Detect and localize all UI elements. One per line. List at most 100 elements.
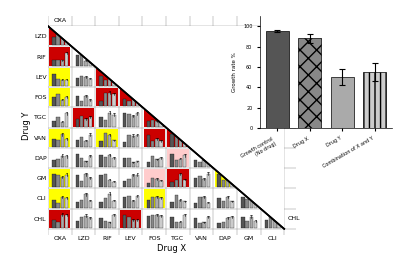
Bar [218,174,221,187]
Bar [80,217,84,228]
Y-axis label: Drug Y: Drug Y [22,111,31,140]
Bar [84,119,88,127]
Bar [88,201,92,208]
Bar [52,74,56,86]
Bar [80,158,84,167]
Bar [127,135,131,147]
Bar [123,158,126,167]
Bar [151,215,154,228]
FancyBboxPatch shape [49,88,70,106]
Bar [99,175,103,187]
Bar [108,180,111,187]
Bar [170,182,174,187]
Bar [61,80,64,86]
Bar [127,196,131,208]
Bar [202,197,206,208]
Bar [108,155,111,167]
FancyBboxPatch shape [120,210,141,228]
Bar [56,175,60,187]
Bar [226,197,229,208]
Bar [265,220,268,228]
Bar [198,223,202,228]
Bar [88,78,92,86]
Bar [108,194,111,208]
Bar [76,96,79,106]
Bar [179,222,182,228]
Bar [52,159,56,167]
Bar [183,215,186,228]
Bar [104,198,107,208]
Bar [52,121,56,127]
Bar [127,113,131,127]
Bar [104,221,107,228]
Bar [104,120,107,127]
Bar [218,198,221,208]
Bar [123,197,126,208]
Bar [198,197,202,208]
Bar [151,178,154,187]
FancyBboxPatch shape [167,169,188,187]
Bar [123,113,126,127]
FancyBboxPatch shape [144,108,165,127]
Bar [136,220,139,228]
FancyBboxPatch shape [214,169,236,187]
Bar [65,198,68,208]
FancyBboxPatch shape [73,108,94,127]
Bar [99,142,103,147]
Bar [65,215,68,228]
Bar [245,221,249,228]
Bar [84,216,88,228]
Bar [65,35,68,45]
Bar [155,159,158,167]
Bar [170,217,174,228]
Bar [241,217,244,228]
Bar [84,61,88,66]
Bar [108,113,111,127]
Bar [183,155,186,167]
Bar [76,140,79,147]
Bar [194,178,197,187]
Bar [84,141,88,147]
FancyBboxPatch shape [49,68,70,86]
Bar [65,139,68,147]
Bar [174,136,178,147]
FancyBboxPatch shape [144,128,165,147]
Bar [61,177,64,187]
Bar [269,216,272,228]
Bar [61,156,64,167]
Bar [230,217,234,228]
Bar [108,222,111,228]
Bar [65,175,68,187]
Bar [183,180,186,187]
Bar [123,215,126,228]
Bar [84,96,88,106]
Bar [84,194,88,208]
Bar [159,119,163,127]
Bar [170,134,174,147]
Bar [76,175,79,187]
Bar [88,52,92,66]
Bar [99,76,103,86]
Bar [155,215,158,228]
Bar [194,160,197,167]
FancyBboxPatch shape [167,149,188,167]
Bar [331,77,354,128]
Bar [127,217,131,228]
Bar [183,142,186,147]
Bar [245,199,249,208]
Bar [179,174,182,187]
Bar [99,117,103,127]
Bar [159,141,163,147]
Polygon shape [48,26,284,229]
Bar [123,142,126,147]
Bar [254,202,257,208]
Bar [52,60,56,66]
Bar [127,179,131,187]
Bar [56,159,60,167]
FancyBboxPatch shape [96,88,118,106]
Bar [174,195,178,208]
Bar [159,216,163,228]
Bar [104,93,107,106]
Bar [88,100,92,106]
Bar [250,217,253,228]
